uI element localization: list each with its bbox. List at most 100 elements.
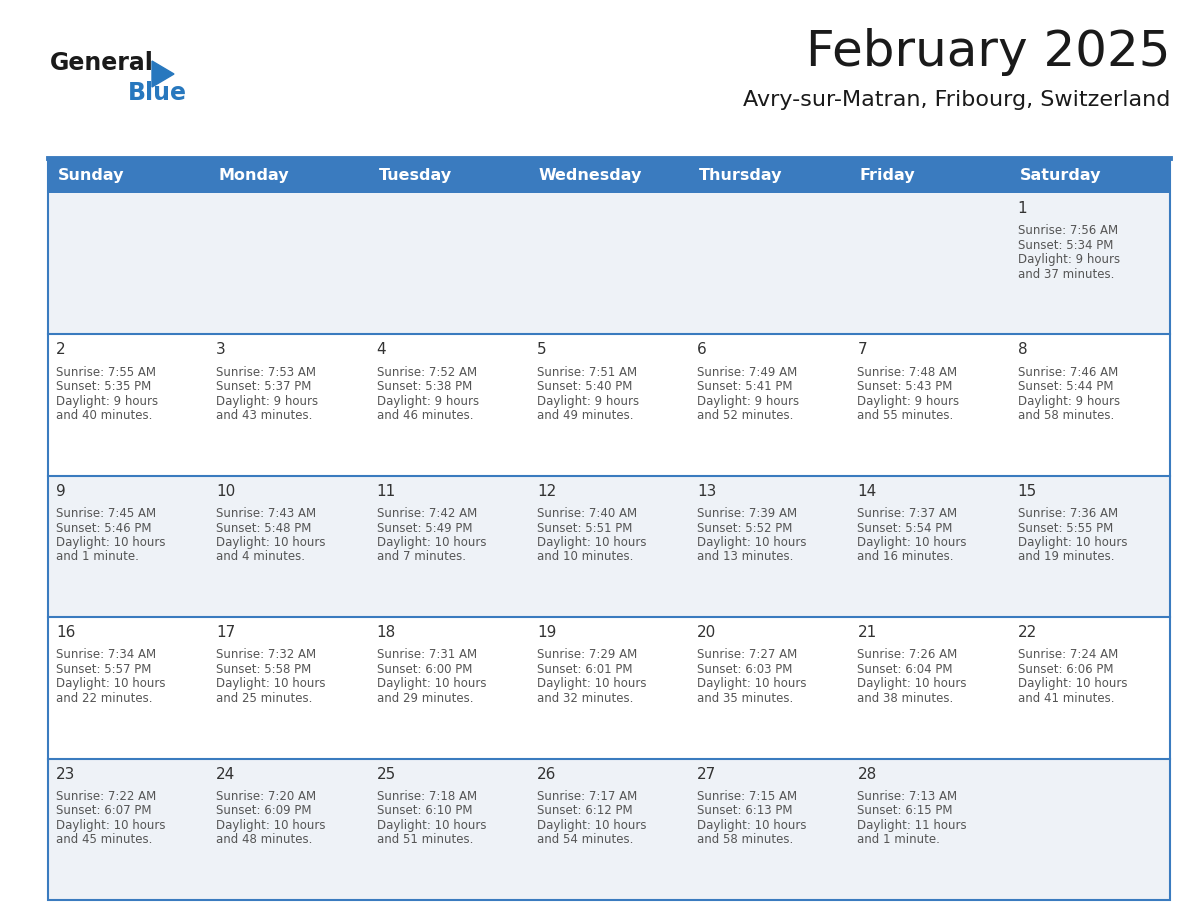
Text: Sunset: 5:40 PM: Sunset: 5:40 PM <box>537 380 632 393</box>
Text: Sunset: 6:15 PM: Sunset: 6:15 PM <box>858 804 953 817</box>
Text: 6: 6 <box>697 342 707 357</box>
Text: Sunrise: 7:55 AM: Sunrise: 7:55 AM <box>56 365 156 378</box>
Text: Sunset: 5:58 PM: Sunset: 5:58 PM <box>216 663 311 676</box>
Text: 25: 25 <box>377 767 396 781</box>
Text: Sunset: 5:35 PM: Sunset: 5:35 PM <box>56 380 151 393</box>
Text: 1: 1 <box>1018 201 1028 216</box>
Text: Sunrise: 7:20 AM: Sunrise: 7:20 AM <box>216 789 316 803</box>
Text: and 46 minutes.: and 46 minutes. <box>377 409 473 422</box>
Text: Sunrise: 7:48 AM: Sunrise: 7:48 AM <box>858 365 958 378</box>
Text: and 32 minutes.: and 32 minutes. <box>537 692 633 705</box>
Text: and 52 minutes.: and 52 minutes. <box>697 409 794 422</box>
Polygon shape <box>152 61 173 87</box>
Text: Sunrise: 7:52 AM: Sunrise: 7:52 AM <box>377 365 476 378</box>
Text: Daylight: 10 hours: Daylight: 10 hours <box>537 677 646 690</box>
Text: Sunset: 6:00 PM: Sunset: 6:00 PM <box>377 663 472 676</box>
Text: Sunset: 5:54 PM: Sunset: 5:54 PM <box>858 521 953 534</box>
Text: Sunrise: 7:13 AM: Sunrise: 7:13 AM <box>858 789 958 803</box>
Text: Sunrise: 7:26 AM: Sunrise: 7:26 AM <box>858 648 958 661</box>
Text: and 19 minutes.: and 19 minutes. <box>1018 551 1114 564</box>
Text: and 35 minutes.: and 35 minutes. <box>697 692 794 705</box>
Text: 19: 19 <box>537 625 556 640</box>
Text: Sunday: Sunday <box>58 168 125 183</box>
Text: and 16 minutes.: and 16 minutes. <box>858 551 954 564</box>
Text: Sunrise: 7:15 AM: Sunrise: 7:15 AM <box>697 789 797 803</box>
Text: and 10 minutes.: and 10 minutes. <box>537 551 633 564</box>
Text: Sunset: 5:46 PM: Sunset: 5:46 PM <box>56 521 152 534</box>
Text: Sunrise: 7:49 AM: Sunrise: 7:49 AM <box>697 365 797 378</box>
Text: 8: 8 <box>1018 342 1028 357</box>
Text: 4: 4 <box>377 342 386 357</box>
Text: 17: 17 <box>216 625 235 640</box>
Text: 26: 26 <box>537 767 556 781</box>
Text: Sunset: 5:34 PM: Sunset: 5:34 PM <box>1018 239 1113 252</box>
Text: Sunset: 5:49 PM: Sunset: 5:49 PM <box>377 521 472 534</box>
Text: 5: 5 <box>537 342 546 357</box>
Text: Daylight: 9 hours: Daylight: 9 hours <box>216 395 318 408</box>
Text: Sunrise: 7:17 AM: Sunrise: 7:17 AM <box>537 789 637 803</box>
Text: Sunset: 6:04 PM: Sunset: 6:04 PM <box>858 663 953 676</box>
Text: Sunrise: 7:36 AM: Sunrise: 7:36 AM <box>1018 507 1118 520</box>
Text: Daylight: 10 hours: Daylight: 10 hours <box>216 536 326 549</box>
Text: and 40 minutes.: and 40 minutes. <box>56 409 152 422</box>
Text: Sunrise: 7:18 AM: Sunrise: 7:18 AM <box>377 789 476 803</box>
Bar <box>48 617 1170 758</box>
Text: Daylight: 10 hours: Daylight: 10 hours <box>697 536 807 549</box>
Text: February 2025: February 2025 <box>805 28 1170 76</box>
Text: Sunset: 5:44 PM: Sunset: 5:44 PM <box>1018 380 1113 393</box>
Text: 12: 12 <box>537 484 556 498</box>
Text: Daylight: 9 hours: Daylight: 9 hours <box>537 395 639 408</box>
Text: Sunrise: 7:31 AM: Sunrise: 7:31 AM <box>377 648 476 661</box>
Text: and 37 minutes.: and 37 minutes. <box>1018 268 1114 281</box>
Text: 18: 18 <box>377 625 396 640</box>
Text: 22: 22 <box>1018 625 1037 640</box>
Text: 28: 28 <box>858 767 877 781</box>
Text: Sunset: 6:07 PM: Sunset: 6:07 PM <box>56 804 152 817</box>
Text: Sunrise: 7:56 AM: Sunrise: 7:56 AM <box>1018 224 1118 237</box>
Text: Daylight: 10 hours: Daylight: 10 hours <box>697 819 807 832</box>
Text: Sunrise: 7:29 AM: Sunrise: 7:29 AM <box>537 648 637 661</box>
Text: Sunset: 6:10 PM: Sunset: 6:10 PM <box>377 804 472 817</box>
Text: Thursday: Thursday <box>700 168 783 183</box>
Text: Avry-sur-Matran, Fribourg, Switzerland: Avry-sur-Matran, Fribourg, Switzerland <box>742 90 1170 110</box>
Text: Sunset: 6:03 PM: Sunset: 6:03 PM <box>697 663 792 676</box>
Text: 7: 7 <box>858 342 867 357</box>
Text: Sunrise: 7:22 AM: Sunrise: 7:22 AM <box>56 789 157 803</box>
Text: Daylight: 10 hours: Daylight: 10 hours <box>537 819 646 832</box>
Text: 15: 15 <box>1018 484 1037 498</box>
Text: and 38 minutes.: and 38 minutes. <box>858 692 954 705</box>
Text: Daylight: 9 hours: Daylight: 9 hours <box>697 395 800 408</box>
Text: 24: 24 <box>216 767 235 781</box>
Text: 9: 9 <box>56 484 65 498</box>
Text: Sunset: 5:41 PM: Sunset: 5:41 PM <box>697 380 792 393</box>
Text: Daylight: 11 hours: Daylight: 11 hours <box>858 819 967 832</box>
Text: Sunset: 5:51 PM: Sunset: 5:51 PM <box>537 521 632 534</box>
Text: and 13 minutes.: and 13 minutes. <box>697 551 794 564</box>
Text: Sunrise: 7:34 AM: Sunrise: 7:34 AM <box>56 648 156 661</box>
Text: Sunset: 5:38 PM: Sunset: 5:38 PM <box>377 380 472 393</box>
Text: Friday: Friday <box>859 168 915 183</box>
Text: Daylight: 10 hours: Daylight: 10 hours <box>377 677 486 690</box>
Text: 21: 21 <box>858 625 877 640</box>
Text: Sunset: 6:13 PM: Sunset: 6:13 PM <box>697 804 792 817</box>
Text: Tuesday: Tuesday <box>379 168 451 183</box>
Text: and 43 minutes.: and 43 minutes. <box>216 409 312 422</box>
Text: 23: 23 <box>56 767 75 781</box>
Bar <box>48 158 1170 900</box>
Text: Sunrise: 7:32 AM: Sunrise: 7:32 AM <box>216 648 316 661</box>
Text: 20: 20 <box>697 625 716 640</box>
Text: 10: 10 <box>216 484 235 498</box>
Text: and 22 minutes.: and 22 minutes. <box>56 692 152 705</box>
Bar <box>48 193 1170 334</box>
Text: General: General <box>50 51 154 75</box>
Text: Sunrise: 7:43 AM: Sunrise: 7:43 AM <box>216 507 316 520</box>
Text: Sunset: 5:48 PM: Sunset: 5:48 PM <box>216 521 311 534</box>
Text: 13: 13 <box>697 484 716 498</box>
Text: Sunrise: 7:37 AM: Sunrise: 7:37 AM <box>858 507 958 520</box>
Text: and 45 minutes.: and 45 minutes. <box>56 834 152 846</box>
Text: Daylight: 10 hours: Daylight: 10 hours <box>1018 677 1127 690</box>
Text: Daylight: 10 hours: Daylight: 10 hours <box>537 536 646 549</box>
Text: and 1 minute.: and 1 minute. <box>56 551 139 564</box>
Text: Saturday: Saturday <box>1019 168 1101 183</box>
Text: and 1 minute.: and 1 minute. <box>858 834 941 846</box>
